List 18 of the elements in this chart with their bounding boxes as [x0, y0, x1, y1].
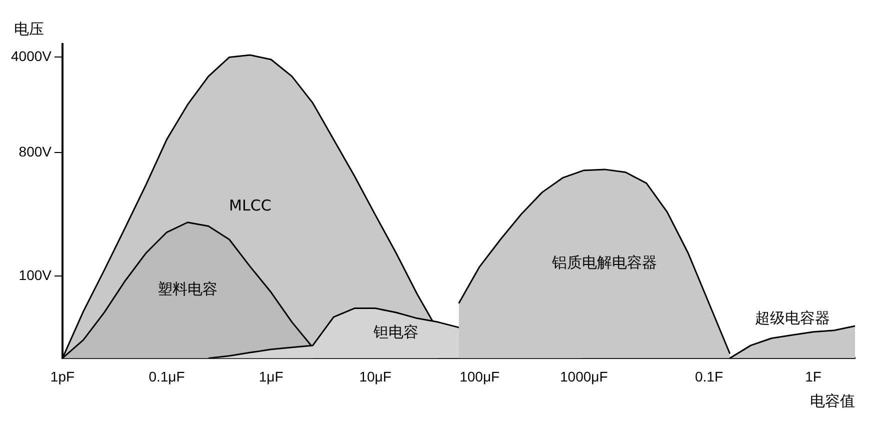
- series-label: 铝质电解电容器: [551, 254, 658, 272]
- x-tick-label: 1pF: [50, 368, 75, 384]
- x-tick-label: 100μF: [460, 368, 500, 384]
- series-label: MLCC: [229, 196, 272, 215]
- y-axis-title: 电压: [14, 20, 44, 38]
- x-tick-label: 1000μF: [560, 368, 608, 384]
- x-tick-label: 0.1F: [695, 368, 724, 384]
- x-tick-label: 1μF: [258, 368, 284, 384]
- x-axis-title: 电容值: [810, 393, 855, 410]
- y-tick-label: 4000V: [11, 48, 52, 64]
- x-tick-label: 10μF: [359, 368, 392, 384]
- series-label: 塑料电容: [158, 280, 218, 298]
- x-tick-label: 1F: [805, 368, 822, 384]
- series-label: 超级电容器: [754, 308, 830, 327]
- x-tick-label: 0.1μF: [148, 368, 185, 384]
- y-tick-label: 800V: [18, 144, 52, 160]
- series-label: 钽电容: [372, 323, 419, 342]
- y-tick-label: 100V: [18, 266, 52, 283]
